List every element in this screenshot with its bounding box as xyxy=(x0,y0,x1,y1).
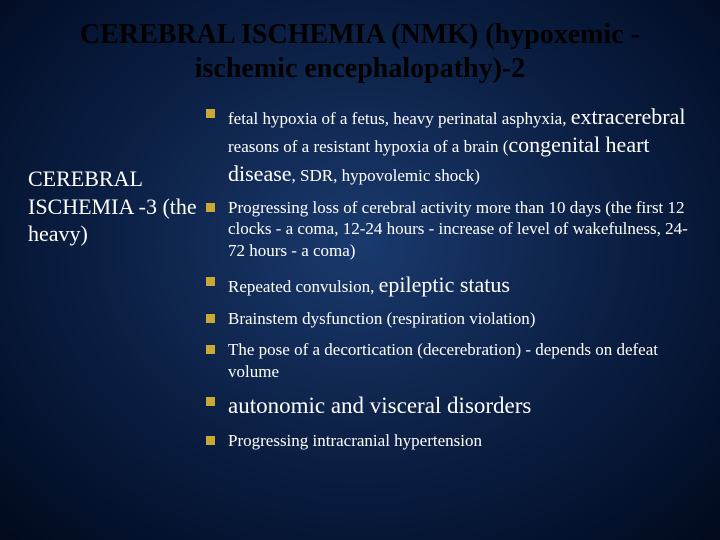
slide: CEREBRAL ISCHEMIA (NMK) (hypoxemic - isc… xyxy=(0,0,720,540)
list-item: fetal hypoxia of a fetus, heavy perinata… xyxy=(200,103,692,187)
bullet-text: Brainstem dysfunction (respiration viola… xyxy=(228,309,535,328)
bullet-text: Repeated convulsion, xyxy=(228,277,379,296)
content-area: CEREBRAL ISCHEMIA -3 (the heavy) fetal h… xyxy=(28,103,692,460)
list-item: The pose of a decortication (decerebrati… xyxy=(200,339,692,383)
bullet-text: The pose of a decortication (decerebrati… xyxy=(228,340,658,381)
slide-title: CEREBRAL ISCHEMIA (NMK) (hypoxemic - isc… xyxy=(28,18,692,85)
bullet-text-em: extracerebral xyxy=(571,104,686,129)
bullet-text-em: epileptic status xyxy=(379,272,510,297)
bullet-text-em: autonomic and visceral disorders xyxy=(228,393,531,418)
list-item: Progressing intracranial hypertension xyxy=(200,430,692,452)
bullet-text: Progressing loss of cerebral activity mo… xyxy=(228,198,688,261)
bullet-list: fetal hypoxia of a fetus, heavy perinata… xyxy=(200,103,692,451)
list-item: Brainstem dysfunction (respiration viola… xyxy=(200,308,692,330)
sidebar-text: CEREBRAL ISCHEMIA -3 (the heavy) xyxy=(28,103,200,460)
list-item: Repeated convulsion, epileptic status xyxy=(200,271,692,299)
bullet-column: fetal hypoxia of a fetus, heavy perinata… xyxy=(200,103,692,460)
bullet-text: fetal hypoxia of a fetus, heavy perinata… xyxy=(228,109,571,128)
list-item: Progressing loss of cerebral activity mo… xyxy=(200,197,692,262)
bullet-text: , SDR, hypovolemic shock) xyxy=(292,166,480,185)
list-item: autonomic and visceral disorders xyxy=(200,391,692,420)
bullet-text: reasons of a resistant hypoxia of a brai… xyxy=(228,137,508,156)
bullet-text: Progressing intracranial hypertension xyxy=(228,431,482,450)
